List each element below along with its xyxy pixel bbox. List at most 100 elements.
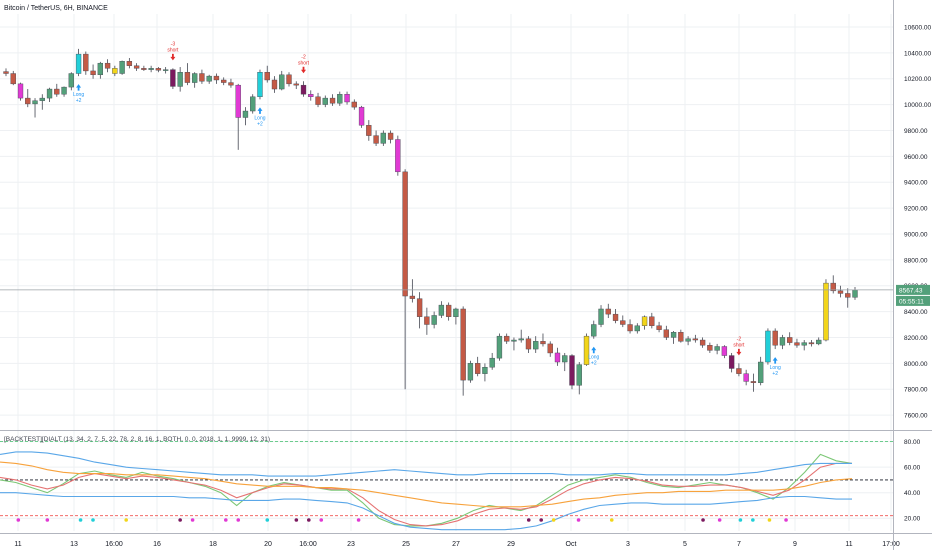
candle-body [598,308,604,325]
candle-body [540,341,546,345]
candle-body [641,316,648,326]
candle-body [3,71,9,74]
candle-body [90,70,96,76]
signal-dot [178,518,182,522]
candle-body [119,61,125,74]
x-tick-label: 3 [626,541,630,548]
long-signal-value: +2 [772,371,778,377]
x-tick-label: 7 [737,541,741,548]
short-signal-value: -2 [737,336,742,342]
x-tick-label: 18 [209,541,217,548]
candle-body [808,342,815,345]
signal-dot [717,518,722,522]
candle-body [757,361,764,383]
signal-dot [16,518,21,522]
candle-body [322,97,328,105]
candle-body [344,94,350,103]
long-signal-value: +2 [76,98,82,104]
short-signal-label: short [298,60,310,66]
x-tick-label: 11 [14,541,21,548]
signal-dot [784,518,788,522]
candle-body [17,83,24,99]
candle-body [54,88,60,95]
x-tick-label: Oct [566,541,577,548]
candle-body [141,68,147,70]
x-tick-label: 13 [70,541,78,548]
y-tick-label: 9600.00 [904,154,928,161]
x-tick-label: 16 [153,541,161,548]
long-arrow-icon [772,357,778,364]
candle-body [663,329,670,338]
signal-dot [576,518,581,522]
candle-body [779,337,786,346]
countdown-badge [896,295,930,306]
candle-body [787,337,793,343]
signal-dot [265,518,270,522]
y-tick-label: 7800.00 [904,387,928,394]
candle-body [547,343,553,354]
candle-body [692,338,699,341]
x-tick-label: 23 [347,541,355,548]
candle-body [97,62,104,76]
candle-body [83,53,89,72]
candle-body [728,355,735,369]
candle-body [794,342,800,346]
y-tick-label: 9000.00 [904,231,928,238]
long-signal-label: Long [254,115,265,121]
signal-dot [91,518,95,522]
signal-dot [738,518,743,522]
indicator-series-line [0,461,853,508]
candle-body [395,139,401,173]
candle-body [554,352,561,363]
signal-dot [78,518,83,522]
candle-body [714,346,720,351]
candle-body [525,338,532,350]
short-signal-value: -2 [301,54,306,60]
candle-body [199,73,205,82]
long-signal-value: +2 [591,361,597,367]
grid-layer [0,14,893,531]
short-signal-label: short [167,47,179,53]
signal-dot [319,518,324,522]
long-arrow-icon [76,84,82,91]
candle-body [387,132,394,140]
candle-body [489,357,495,368]
x-tick-label: 9 [793,541,797,548]
candle-body [649,316,655,326]
candle-body [250,96,256,112]
candle-body [68,73,74,88]
candle-body [627,324,633,332]
candle-body [337,94,343,104]
candle-body [518,338,524,341]
candle-body [271,79,278,90]
signal-dot [224,518,228,522]
last-price-badge [896,284,930,295]
candle-body [373,135,379,144]
y-tick-label: 9800.00 [904,128,928,135]
candle-body [206,75,212,82]
candle-body [634,325,640,332]
candle-body [228,82,234,86]
indicator-series-line [0,451,852,477]
candle-body [402,171,408,297]
y-tick-label: 10400.00 [904,50,931,57]
signal-dot [539,518,543,522]
last-price-label: 8567.43 [899,287,923,294]
candle-body [482,366,488,374]
signal-dot [551,518,556,522]
signal-dot [767,518,772,522]
candle-body [569,355,575,386]
candle-body [293,83,299,86]
candle-body [707,345,713,351]
candle-body [279,74,285,90]
countdown-label: 05:55:11 [899,298,924,305]
candle-body [845,293,851,298]
candle-body [467,363,474,381]
candle-body [46,88,53,99]
signal-dot [701,518,705,522]
candle-body [823,282,829,341]
candle-body [170,69,176,87]
indicator-title[interactable]: [BACKTEST][DIALT (13, 34, 2, 7, 5, 22, 7… [4,436,271,443]
x-tick-label: 11 [845,541,852,548]
